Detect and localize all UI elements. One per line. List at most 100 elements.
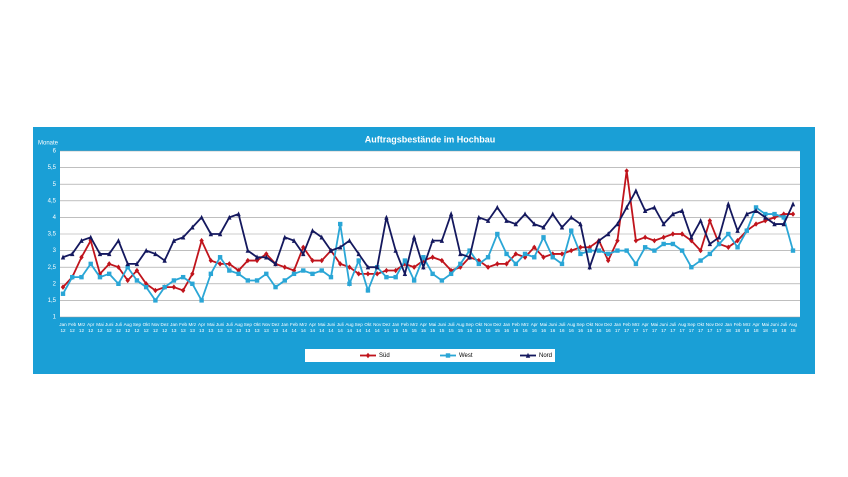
marker — [356, 271, 361, 277]
marker — [365, 352, 371, 359]
marker — [384, 267, 389, 274]
x-tick-label: Aug 17 — [678, 322, 687, 333]
marker — [79, 254, 84, 260]
marker — [411, 234, 417, 240]
marker — [624, 168, 629, 174]
marker — [245, 247, 251, 253]
marker — [393, 267, 398, 274]
marker — [60, 291, 66, 296]
x-tick-label: Mai 15 — [429, 322, 436, 333]
x-tick-label: Aug 15 — [456, 322, 465, 333]
marker — [735, 237, 740, 244]
marker — [291, 237, 297, 243]
x-tick-label: Apr 12 — [87, 322, 95, 333]
marker — [282, 234, 287, 240]
marker — [227, 261, 232, 267]
x-tick-label: Apr 16 — [531, 322, 539, 333]
x-tick-label: Juni 16 — [549, 322, 557, 333]
marker — [79, 274, 84, 280]
marker — [726, 231, 731, 237]
marker — [504, 251, 509, 257]
y-tick-label: 1,5 — [48, 298, 57, 304]
x-tick-label: Juli 17 — [669, 322, 676, 333]
marker — [772, 211, 777, 217]
marker — [726, 201, 731, 207]
x-tick-label: Dez 15 — [493, 322, 502, 333]
x-tick-label: Apr 14 — [309, 322, 317, 333]
marker — [338, 244, 343, 250]
marker — [525, 352, 531, 358]
marker — [310, 257, 315, 264]
marker — [596, 248, 602, 253]
marker — [707, 241, 713, 247]
marker — [107, 271, 112, 277]
marker — [393, 247, 398, 253]
x-tick-label: Dez 13 — [271, 322, 280, 333]
x-tick-label: Okt 12 — [143, 322, 151, 333]
marker — [541, 235, 546, 240]
marker — [60, 284, 66, 290]
marker — [356, 258, 361, 263]
x-tick-label: Sep 12 — [133, 322, 142, 333]
marker — [458, 261, 463, 267]
marker — [190, 224, 195, 230]
x-tick-label: Aug 16 — [567, 322, 576, 333]
marker — [310, 227, 315, 233]
x-tick-label: Sep 14 — [355, 322, 364, 333]
marker — [319, 257, 324, 264]
marker — [107, 251, 112, 257]
marker — [522, 254, 528, 260]
marker — [652, 204, 657, 210]
x-tick-label: Apr 18 — [752, 322, 760, 333]
marker — [726, 244, 731, 250]
x-tick-label: Juni 17 — [659, 322, 667, 333]
x-tick-label: Feb 13 — [179, 322, 187, 333]
marker — [532, 244, 537, 250]
x-tick-label: Okt 14 — [364, 322, 372, 333]
marker — [790, 248, 796, 253]
marker — [162, 284, 167, 290]
marker — [116, 264, 121, 270]
marker — [445, 353, 451, 358]
marker — [467, 254, 472, 260]
marker — [347, 264, 352, 270]
marker — [504, 218, 509, 223]
y-tick-label: 4 — [53, 215, 57, 221]
x-tick-label: Jan 14 — [281, 322, 289, 333]
marker — [245, 257, 251, 264]
y-tick-label: 6 — [53, 149, 57, 155]
x-tick-label: Sep 16 — [576, 322, 585, 333]
marker — [615, 248, 620, 253]
x-tick-label: Dez 17 — [715, 322, 724, 333]
x-tick-label: Apr 13 — [198, 322, 206, 333]
marker — [134, 267, 140, 274]
y-tick-label: 2 — [53, 281, 57, 287]
marker — [716, 241, 722, 247]
marker — [541, 254, 546, 260]
marker — [642, 234, 648, 241]
marker — [227, 214, 232, 220]
marker — [328, 274, 334, 280]
marker — [633, 237, 639, 244]
marker — [596, 237, 602, 243]
x-tick-label: Mai 17 — [651, 322, 658, 333]
marker — [97, 251, 103, 257]
marker — [79, 237, 84, 243]
marker — [254, 254, 260, 260]
marker — [134, 278, 140, 283]
y-tick-label: 3 — [53, 248, 57, 254]
marker — [199, 298, 204, 303]
marker — [495, 231, 500, 237]
marker — [88, 261, 93, 267]
marker — [338, 221, 343, 227]
marker — [301, 251, 306, 257]
marker — [208, 271, 214, 277]
marker — [476, 214, 482, 220]
marker — [707, 218, 713, 224]
x-tick-label: Feb 12 — [68, 322, 76, 333]
marker — [753, 208, 759, 213]
marker — [365, 271, 371, 277]
marker — [458, 251, 463, 257]
marker — [559, 261, 565, 267]
